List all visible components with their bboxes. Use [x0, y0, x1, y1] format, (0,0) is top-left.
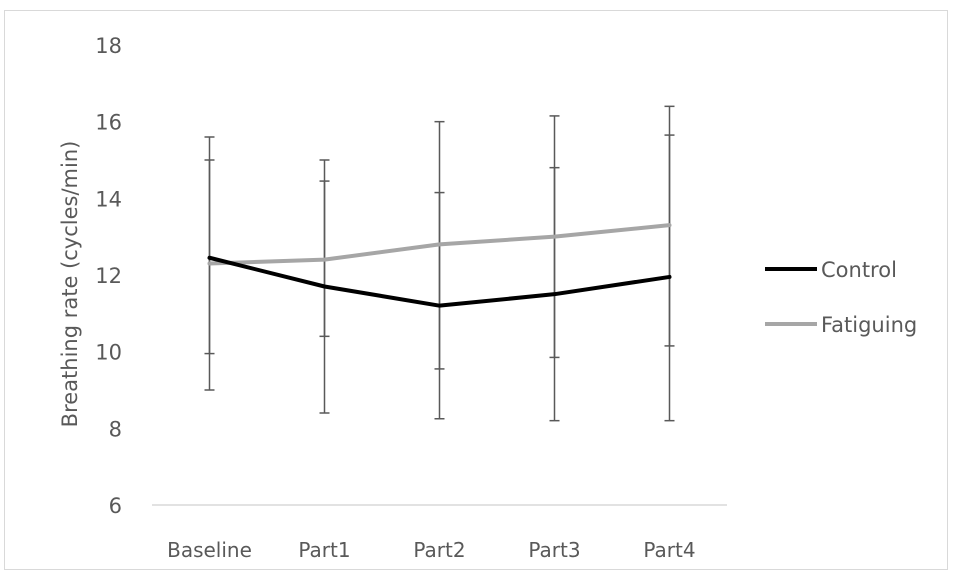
error-bars	[205, 106, 675, 420]
y-tick-label: 8	[109, 417, 122, 441]
x-category-label: Part2	[413, 538, 465, 562]
y-axis-ticks: 6 8 10 12 14 16 18	[95, 34, 122, 518]
x-axis-categories: Baseline Part1 Part2 Part3 Part4	[167, 538, 696, 562]
y-tick-label: 6	[109, 494, 122, 518]
legend-label-fatiguing: Fatiguing	[821, 313, 917, 337]
y-axis-title: Breathing rate (cycles/min)	[58, 141, 82, 428]
x-category-label: Baseline	[167, 538, 252, 562]
y-tick-label: 16	[95, 111, 122, 135]
y-tick-label: 18	[95, 34, 122, 58]
y-tick-label: 14	[95, 187, 122, 211]
y-tick-label: 12	[95, 264, 122, 288]
line-chart: 6 8 10 12 14 16 18 Baseline Part1 Part2 Part3 Part…	[5, 11, 949, 571]
chart-frame: 6 8 10 12 14 16 18 Baseline Part1 Part2 Part3 Part…	[4, 10, 948, 570]
x-category-label: Part4	[643, 538, 695, 562]
legend-label-control: Control	[821, 258, 897, 282]
x-category-label: Part3	[528, 538, 580, 562]
y-tick-label: 10	[95, 341, 122, 365]
x-category-label: Part1	[298, 538, 350, 562]
legend: Control Fatiguing	[765, 258, 917, 337]
